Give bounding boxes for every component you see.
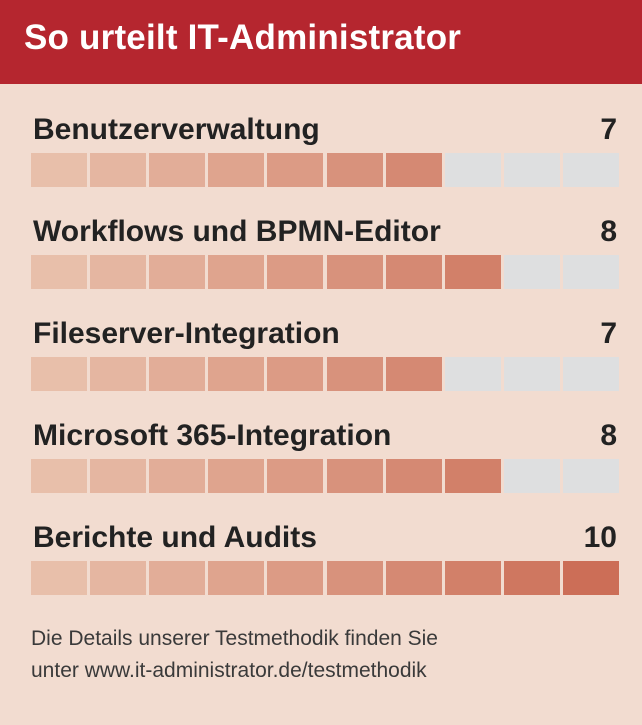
bar-segment-empty [562, 357, 619, 391]
methodology-note: Die Details unserer Testmethodik finden … [31, 623, 438, 687]
bar-segment-filled [267, 153, 324, 187]
bar-segment-filled [90, 255, 147, 289]
bar-segment-filled [326, 357, 383, 391]
bar-segment-filled [326, 255, 383, 289]
bar-segment-filled [208, 459, 265, 493]
bar-segment-filled [444, 561, 501, 595]
bar-segment-filled [149, 459, 206, 493]
bar-segment-filled [326, 459, 383, 493]
bar-segment-filled [149, 561, 206, 595]
score-bar [31, 153, 619, 187]
category-label: Fileserver-Integration [33, 317, 340, 350]
bar-segment-filled [31, 561, 88, 595]
bar-segment-filled [385, 153, 442, 187]
bar-segment-filled [90, 459, 147, 493]
score-label: 7 [600, 113, 617, 146]
score-label: 10 [583, 521, 617, 554]
bar-segment-filled [267, 459, 324, 493]
bar-segment-filled [208, 561, 265, 595]
score-bar [31, 561, 619, 595]
score-label: 8 [600, 419, 617, 452]
score-label: 7 [600, 317, 617, 350]
bar-segment-filled [31, 357, 88, 391]
bar-segment-filled [90, 153, 147, 187]
bar-segment-filled [149, 153, 206, 187]
bar-segment-filled [444, 459, 501, 493]
rating-row: Benutzerverwaltung 7 [31, 113, 619, 195]
bar-segment-filled [385, 561, 442, 595]
rating-row: Berichte und Audits 10 [31, 521, 619, 603]
header-bar: So urteilt IT-Administrator [0, 0, 642, 84]
bar-segment-filled [503, 561, 560, 595]
bar-segment-filled [90, 561, 147, 595]
bar-segment-empty [562, 459, 619, 493]
bar-segment-filled [267, 561, 324, 595]
bar-segment-filled [326, 561, 383, 595]
bar-segment-empty [562, 255, 619, 289]
bar-segment-filled [385, 357, 442, 391]
category-label: Microsoft 365-Integration [33, 419, 392, 452]
bar-segment-empty [444, 153, 501, 187]
bar-segment-filled [444, 255, 501, 289]
bar-segment-filled [149, 255, 206, 289]
bar-segment-filled [90, 357, 147, 391]
rating-row: Microsoft 365-Integration 8 [31, 419, 619, 501]
bar-segment-filled [267, 357, 324, 391]
rating-row: Workflows und BPMN-Editor 8 [31, 215, 619, 297]
category-label: Berichte und Audits [33, 521, 317, 554]
bar-segment-filled [31, 459, 88, 493]
score-bar [31, 357, 619, 391]
methodology-note-line: Die Details unserer Testmethodik finden … [31, 627, 438, 650]
bar-segment-empty [503, 357, 560, 391]
score-bar [31, 459, 619, 493]
bar-segment-filled [326, 153, 383, 187]
panel-title: So urteilt IT-Administrator [24, 18, 462, 57]
rating-row: Fileserver-Integration 7 [31, 317, 619, 399]
bar-segment-filled [31, 255, 88, 289]
bar-segment-filled [267, 255, 324, 289]
bar-segment-empty [444, 357, 501, 391]
category-label: Benutzerverwaltung [33, 113, 320, 146]
bar-segment-empty [503, 153, 560, 187]
bar-segment-filled [149, 357, 206, 391]
bar-segment-filled [31, 153, 88, 187]
bar-segment-empty [503, 459, 560, 493]
methodology-note-line: unter www.it-administrator.de/testmethod… [31, 659, 427, 682]
bar-segment-empty [562, 153, 619, 187]
bar-segment-filled [208, 255, 265, 289]
bar-segment-filled [385, 255, 442, 289]
category-label: Workflows und BPMN-Editor [33, 215, 441, 248]
bar-segment-filled [562, 561, 619, 595]
score-label: 8 [600, 215, 617, 248]
bar-segment-filled [208, 357, 265, 391]
bar-segment-empty [503, 255, 560, 289]
bar-segment-filled [208, 153, 265, 187]
bar-segment-filled [385, 459, 442, 493]
score-bar [31, 255, 619, 289]
